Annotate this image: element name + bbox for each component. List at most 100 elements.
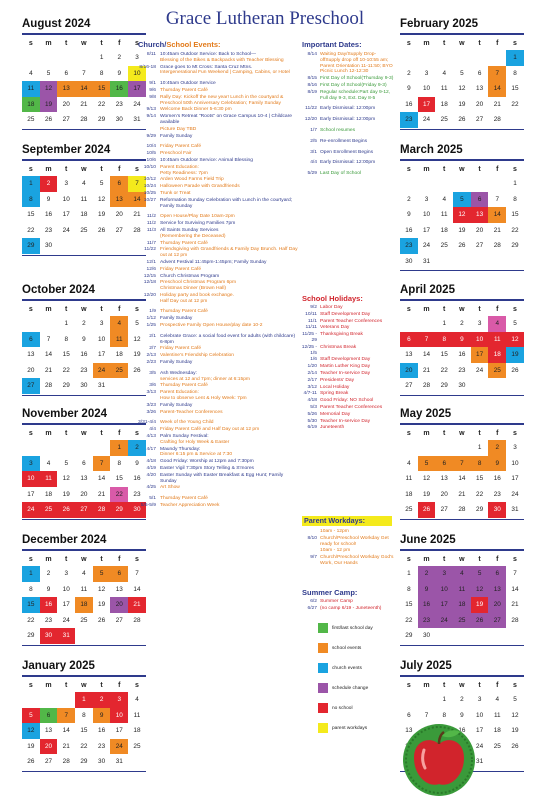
day-cell: 14 [133, 585, 141, 593]
event-text: Halloween Parade with Grandfriends [160, 184, 240, 190]
month-rule [400, 159, 524, 161]
weekday-header: s [135, 40, 139, 47]
day-cell: 9 [407, 85, 411, 93]
event-text: Memorial Day [320, 411, 351, 417]
event-row: 4/4 Friday Parent Café and Half Day out a… [138, 427, 300, 433]
day-cell: 21 [422, 366, 431, 374]
day-cell: 28 [493, 242, 501, 250]
month-rule [400, 549, 524, 551]
empty-cell [506, 754, 524, 770]
event-subtext: services at 12 and 7pm; dinner at 6:15pm [160, 376, 250, 382]
event-row: 2/14 Teacher In-service Day [300, 371, 395, 377]
event-text: Friday Parent Café [160, 144, 202, 150]
event-row: 11/2 Open House/Play Date 10am-2pm [138, 214, 300, 220]
day-cell: 9 [92, 707, 111, 723]
day-cell: 8 [407, 585, 411, 593]
event-text: Parent-Teacher Conferences [160, 409, 223, 415]
day-cell: 26 [133, 366, 141, 374]
event-date: 3/23 [146, 402, 156, 408]
day-cell: 13 [440, 475, 448, 483]
event-date: 2/17 [307, 377, 317, 383]
day-cell: 22 [80, 742, 88, 750]
event-text: Thursday Parent Café [160, 496, 208, 502]
event-subtext: Blessing of the Bikes & Backpacks with T… [160, 57, 284, 63]
day-cell: 5 [513, 696, 517, 704]
weekday-header: t [478, 40, 481, 47]
month-title: January 2025 [22, 660, 95, 672]
day-cell: 9 [46, 585, 51, 593]
day-cell: 23 [44, 226, 53, 234]
day-cell: 15 [440, 351, 448, 359]
weekday-header: w [81, 40, 87, 47]
event-row: 8/11 10:45am Outdoor Service: Back to Sch… [138, 52, 300, 64]
month-title: October 2024 [22, 284, 95, 296]
day-cell: 22 [405, 616, 413, 624]
weekday-header: m [423, 430, 430, 437]
day-cell: 2 [39, 176, 58, 192]
month-rule [400, 675, 524, 677]
empty-cell [488, 50, 506, 66]
event-text: Early Dismissal: 12:00pm [320, 117, 376, 123]
event-text: Grace goes to Mt Cross: Santa Cruz Mtns.… [160, 65, 300, 77]
event-row: 9/13 Welcome Back Dinner 5-6:30 pm [138, 107, 300, 113]
event-date: 5/29 [307, 171, 317, 177]
day-cell: 31 [133, 116, 141, 124]
event-row: 10/10 Parent Education: Petty Readiness: 7… [138, 165, 300, 177]
day-cell: 22 [27, 226, 35, 234]
weekday-header: f [496, 430, 499, 437]
weekday-header: s [135, 556, 139, 563]
month-title: December 2024 [22, 534, 107, 546]
day-cell: 27 [44, 758, 53, 766]
day-cell: 17 [417, 96, 436, 112]
day-cell: 29 [476, 506, 484, 514]
event-row: 3/31-4/4 Week of the Young Child [138, 420, 300, 426]
day-cell: 10 [62, 195, 70, 203]
weekday-header: s [406, 40, 411, 47]
empty-cell [110, 628, 128, 644]
month-jun25: June 2025 s m t w t f s 1 2 3 4 5 6 7 8 9 10 11 12 13 14 15 16 1… [400, 534, 524, 646]
day-cell: 25 [440, 242, 448, 250]
empty-cell [471, 378, 489, 394]
legend-label: first/last school day [332, 625, 373, 631]
weekday-header: t [443, 556, 446, 563]
day-cell: 15 [115, 475, 123, 483]
event-row: 9/6 Thursday Parent Café [138, 88, 300, 94]
day-cell: 12 [98, 195, 106, 203]
day-cell: 4 [495, 696, 500, 704]
day-cell: 15 [80, 727, 88, 735]
event-text: 10:45am Outdoor Service [160, 81, 216, 87]
parent-workdays-heading: Parent Workdays: [302, 516, 392, 526]
day-cell: 29 [511, 242, 519, 250]
weekday-header: t [65, 40, 68, 47]
day-cell: 17 [511, 475, 519, 483]
event-date: 9/13 [146, 107, 156, 113]
month-nov24: November 2024 s m t w t f s 1 2 3 4 5 6 7 8 9 10 11 12 13 14 1… [22, 408, 146, 520]
day-cell: 6 [39, 707, 58, 723]
event-date: 12/18 [143, 280, 156, 286]
day-cell: 7 [46, 335, 51, 343]
day-cell: 20 [62, 100, 70, 108]
event-date: 6/27 [307, 605, 317, 611]
day-cell: 26 [44, 116, 53, 124]
empty-cell [400, 176, 418, 192]
day-cell: 8 [82, 711, 86, 719]
summer-camp-list: 6/2 Summer Camp 6/27 (no camp 6/19 - Junete… [300, 599, 395, 613]
event-row: 8/14 Waiting Day/Supply Drop-offSupply dr… [300, 52, 395, 75]
day-cell: 10 [422, 85, 431, 93]
day-cell: 23 [44, 616, 53, 624]
event-row: 2/17 Presidents' Day [300, 378, 395, 384]
day-cell: 26 [511, 742, 519, 750]
day-cell: 16 [458, 351, 466, 359]
day-cell: 11 [80, 195, 88, 203]
month-title: June 2025 [400, 534, 456, 546]
weekday-header: f [118, 430, 121, 437]
empty-cell [488, 754, 506, 770]
day-cell: 11 [453, 581, 471, 597]
day-cell: 28 [133, 226, 141, 234]
event-text: Teacher In-service Day [320, 418, 371, 424]
empty-cell [506, 628, 524, 644]
month-rule [400, 299, 524, 301]
day-cell: 31 [422, 257, 431, 265]
month-title: February 2025 [400, 18, 478, 30]
day-cell: 12 [458, 85, 466, 93]
